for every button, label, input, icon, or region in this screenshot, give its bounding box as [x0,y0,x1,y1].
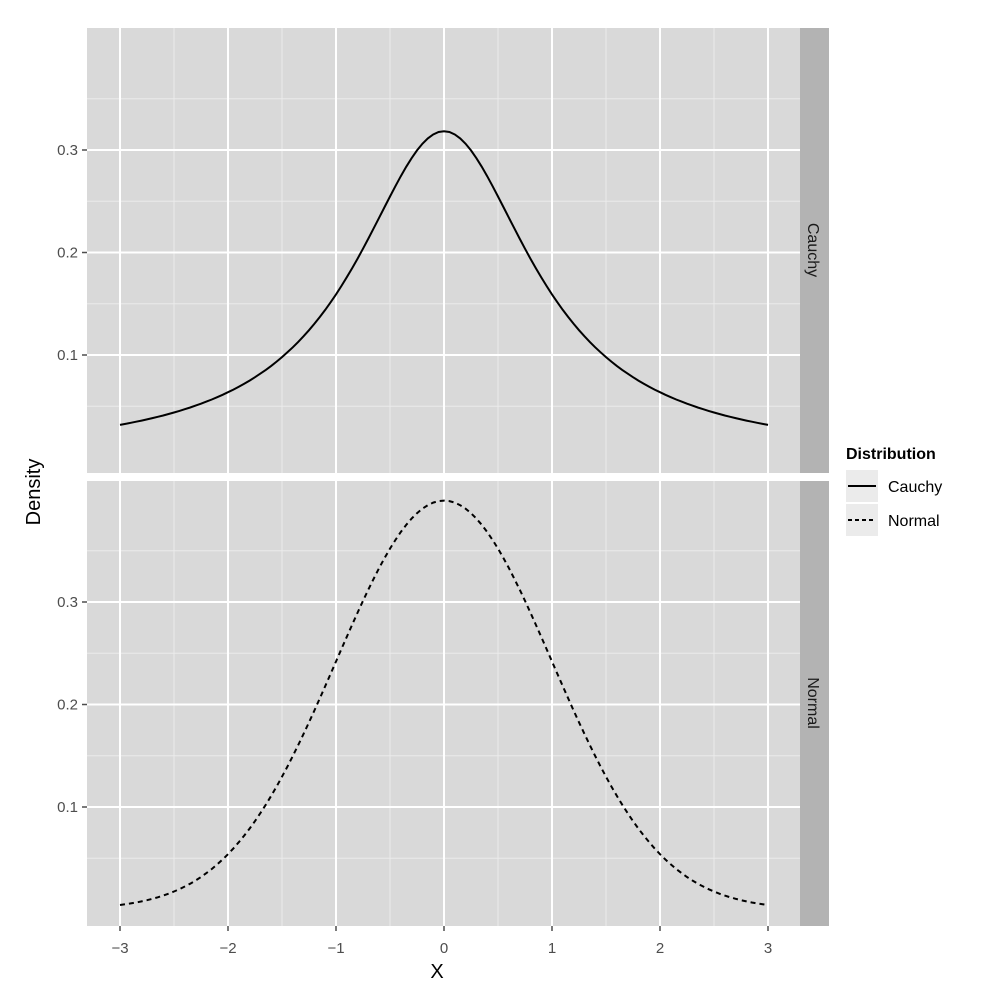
x-tick-label: −2 [219,940,236,957]
x-tick-label: 3 [764,940,772,957]
normal-density-line [119,499,769,906]
y-axis-title: Density [23,459,45,526]
y-tick-label: 0.2 [57,697,78,714]
x-tick-label: −3 [111,940,128,957]
cauchy-density-line [119,130,769,426]
panel-grid [87,28,800,473]
legend-label: Normal [888,513,940,530]
strip-background [800,28,829,473]
legend-label: Cauchy [888,479,942,496]
strip-background [800,481,829,926]
panel-cauchy: Cauchy 0.1 0.2 0.3 [57,28,829,473]
strip-label-normal: Normal [804,677,821,729]
x-tick-label: −1 [327,940,344,957]
panel-grid [87,481,800,926]
panel-normal: Normal 0.1 0.2 0.3 [57,481,829,926]
strip-label-cauchy: Cauchy [804,223,821,277]
x-tick-label: 2 [656,940,664,957]
legend: Distribution Cauchy Normal [846,446,942,536]
y-axis-cauchy: 0.1 0.2 0.3 [57,142,87,364]
legend-entry-cauchy: Cauchy [846,470,942,502]
y-tick-label: 0.1 [57,799,78,816]
legend-title: Distribution [846,446,936,463]
legend-entry-normal: Normal [846,504,940,536]
y-tick-label: 0.3 [57,142,78,159]
y-tick-label: 0.2 [57,245,78,262]
x-axis: −3 −2 −1 0 1 2 3 [111,926,772,957]
y-axis-normal: 0.1 0.2 0.3 [57,594,87,816]
y-tick-label: 0.1 [57,347,78,364]
x-axis-title: X [430,961,443,983]
x-tick-label: 0 [440,940,448,957]
y-tick-label: 0.3 [57,594,78,611]
x-tick-label: 1 [548,940,556,957]
